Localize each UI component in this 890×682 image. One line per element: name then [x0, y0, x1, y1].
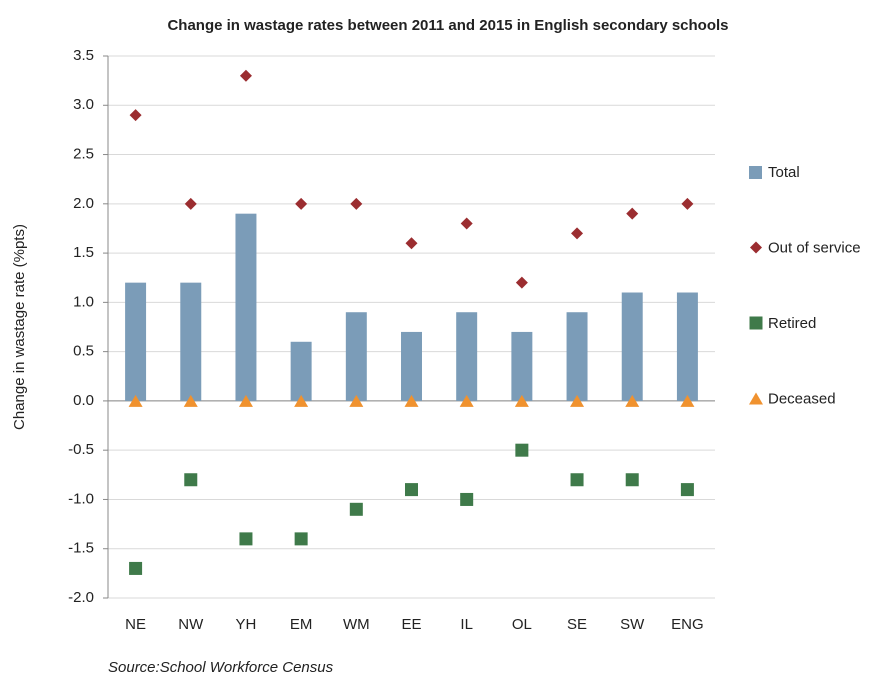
y-tick-label: 1.0 — [73, 293, 94, 310]
x-tick-label: IL — [460, 616, 473, 633]
marker — [405, 237, 418, 250]
marker — [570, 394, 585, 407]
marker — [460, 217, 473, 230]
bar — [290, 341, 312, 401]
legend-swatch — [749, 392, 763, 405]
marker — [460, 492, 474, 506]
marker — [459, 394, 474, 407]
y-tick-label: 2.5 — [73, 146, 94, 163]
bar — [125, 282, 147, 401]
x-tick-label: NE — [125, 616, 146, 633]
y-tick-label: 1.5 — [73, 244, 94, 261]
bar — [180, 282, 202, 401]
marker — [238, 394, 253, 407]
bar — [235, 213, 257, 401]
marker — [405, 483, 418, 497]
marker — [570, 473, 584, 487]
legend-swatch — [750, 241, 762, 254]
marker — [294, 394, 309, 407]
bar — [511, 331, 533, 401]
y-tick-label: -1.0 — [68, 490, 94, 507]
marker — [680, 394, 695, 407]
marker — [515, 443, 529, 457]
marker — [129, 561, 143, 575]
chart-title: Change in wastage rates between 2011 and… — [167, 17, 728, 34]
marker — [239, 69, 252, 82]
marker — [184, 473, 198, 487]
marker — [184, 197, 197, 210]
marker — [349, 394, 364, 407]
legend-label: Deceased — [768, 390, 836, 407]
x-tick-label: EM — [290, 616, 313, 633]
marker — [294, 532, 308, 546]
marker — [625, 473, 639, 487]
marker — [680, 483, 694, 497]
bar — [621, 292, 643, 401]
bar — [401, 331, 422, 401]
x-tick-label: SW — [620, 616, 645, 633]
legend-swatch — [749, 166, 762, 179]
y-tick-label: 0.5 — [73, 343, 94, 360]
bar — [456, 312, 478, 401]
y-tick-label: -1.5 — [68, 540, 94, 557]
marker — [626, 207, 639, 220]
y-tick-label: -2.0 — [68, 589, 94, 606]
x-tick-label: NW — [178, 616, 204, 633]
x-tick-label: OL — [512, 616, 532, 633]
marker — [350, 197, 363, 210]
marker — [515, 276, 528, 289]
legend-label: Out of service — [768, 239, 861, 256]
legend-label: Retired — [768, 315, 816, 332]
y-tick-label: 3.0 — [73, 96, 94, 113]
x-tick-label: SE — [567, 616, 587, 633]
marker — [404, 394, 419, 407]
marker — [514, 394, 529, 407]
marker — [681, 197, 694, 210]
y-tick-label: 2.0 — [73, 195, 94, 212]
x-tick-label: YH — [236, 616, 257, 633]
marker — [571, 227, 584, 240]
marker — [239, 532, 253, 546]
x-tick-label: ENG — [671, 616, 704, 633]
x-tick-label: WM — [343, 616, 370, 633]
marker — [349, 502, 363, 516]
marker — [625, 394, 640, 407]
marker — [183, 394, 198, 407]
marker — [129, 109, 142, 122]
marker — [295, 197, 308, 210]
legend-label: Total — [768, 164, 800, 181]
y-tick-label: 0.0 — [73, 392, 94, 409]
y-tick-label: 3.5 — [73, 47, 94, 64]
y-axis-label: Change in wastage rate (%pts) — [11, 224, 28, 430]
y-tick-label: -0.5 — [68, 441, 94, 458]
legend-swatch — [749, 316, 763, 330]
bar — [566, 312, 588, 401]
x-tick-label: EE — [401, 616, 421, 633]
bar — [345, 312, 367, 401]
source: Source:School Workforce Census — [108, 659, 334, 676]
bar — [676, 292, 698, 401]
marker — [128, 394, 143, 407]
